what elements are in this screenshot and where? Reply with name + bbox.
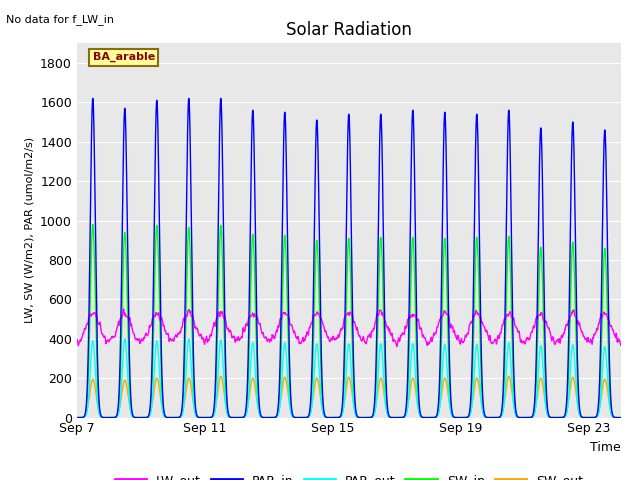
Legend: LW_out, PAR_in, PAR_out, SW_in, SW_out: LW_out, PAR_in, PAR_out, SW_in, SW_out (109, 469, 588, 480)
Text: No data for f_LW_in: No data for f_LW_in (6, 14, 115, 25)
Title: Solar Radiation: Solar Radiation (286, 21, 412, 39)
Y-axis label: LW, SW (W/m2), PAR (umol/m2/s): LW, SW (W/m2), PAR (umol/m2/s) (24, 137, 35, 324)
X-axis label: Time: Time (590, 441, 621, 454)
Text: BA_arable: BA_arable (93, 52, 155, 62)
